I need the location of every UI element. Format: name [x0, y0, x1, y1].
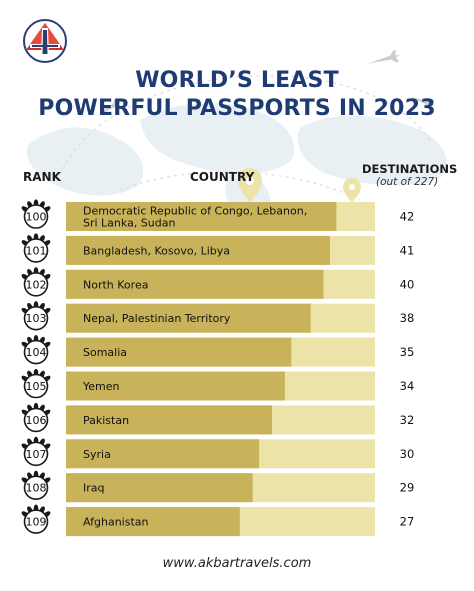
rank-label: 108	[26, 482, 47, 495]
rank-label: 104	[26, 346, 47, 359]
country-label: Somalia	[83, 346, 127, 359]
rank-badge	[23, 407, 49, 433]
country-label: Yemen	[82, 380, 120, 393]
rank-label: 106	[26, 414, 47, 427]
country-label: Syria	[83, 448, 111, 461]
rank-column-header: RANK	[23, 170, 61, 184]
destinations-column-header: DESTINATIONS	[362, 162, 458, 176]
rank-label: 103	[26, 312, 47, 325]
rank-label: 100	[26, 211, 47, 224]
country-label: Afghanistan	[83, 516, 149, 529]
value-label: 40	[400, 277, 415, 291]
akbar-travels-logo	[23, 19, 67, 63]
country-column-header: COUNTRY	[190, 170, 255, 184]
country-label: Democratic Republic of Congo, Lebanon,	[83, 205, 307, 218]
airplane-icon	[410, 96, 435, 110]
bar	[66, 507, 240, 537]
location-pin-icon	[238, 168, 262, 202]
location-pin-icon	[343, 178, 361, 202]
value-label: 42	[400, 210, 415, 224]
dotted-flight-path	[59, 74, 431, 176]
airplane-icon	[98, 98, 122, 115]
bar	[66, 439, 260, 469]
dotted-flight-path-2	[119, 171, 361, 201]
country-label: Bangladesh, Kosovo, Libya	[83, 244, 230, 257]
value-label: 27	[400, 515, 415, 529]
bar	[66, 405, 272, 435]
rank-badge	[23, 272, 49, 297]
rank-label: 105	[26, 380, 47, 393]
bar	[66, 202, 337, 231]
bar	[66, 371, 285, 401]
rank-badge	[23, 373, 49, 399]
value-label: 29	[400, 481, 415, 495]
rank-badge	[23, 204, 49, 229]
rank-badge	[23, 305, 49, 331]
value-label: 32	[400, 413, 415, 427]
bar	[66, 473, 253, 503]
rank-badge	[23, 441, 49, 467]
airplane-icon	[367, 49, 401, 64]
value-label: 30	[400, 447, 415, 461]
country-label: North Korea	[83, 278, 148, 291]
website-footer: www.akbartravels.com	[162, 556, 312, 571]
value-label: 35	[400, 345, 415, 359]
rank-badge	[23, 509, 49, 534]
bar	[66, 235, 330, 265]
rank-label: 102	[26, 278, 47, 291]
bar	[66, 337, 292, 367]
value-label: 41	[400, 243, 415, 257]
country-label: Pakistan	[83, 414, 129, 427]
passport-ranking-chart: 100 Democratic Republic of Congo, Lebanon…	[21, 199, 415, 537]
rank-badge	[23, 238, 49, 263]
rank-badge	[23, 339, 49, 365]
bar	[66, 269, 324, 299]
value-label: 34	[400, 379, 415, 393]
rank-badge	[23, 475, 49, 501]
rank-label: 107	[26, 448, 47, 461]
country-label: Nepal, Palestinian Territory	[83, 312, 231, 325]
country-label: Sri Lanka, Sudan	[83, 217, 175, 230]
page-title-line-2: POWERFUL PASSPORTS IN 2023	[38, 96, 436, 121]
rank-label: 109	[26, 516, 47, 529]
country-label: Iraq	[83, 482, 105, 495]
destinations-subheader: (out of 227)	[376, 176, 439, 188]
value-label: 38	[400, 311, 415, 325]
bar	[66, 303, 311, 333]
page-title-line-1: WORLD’S LEAST	[135, 68, 339, 93]
rank-label: 101	[26, 244, 47, 257]
